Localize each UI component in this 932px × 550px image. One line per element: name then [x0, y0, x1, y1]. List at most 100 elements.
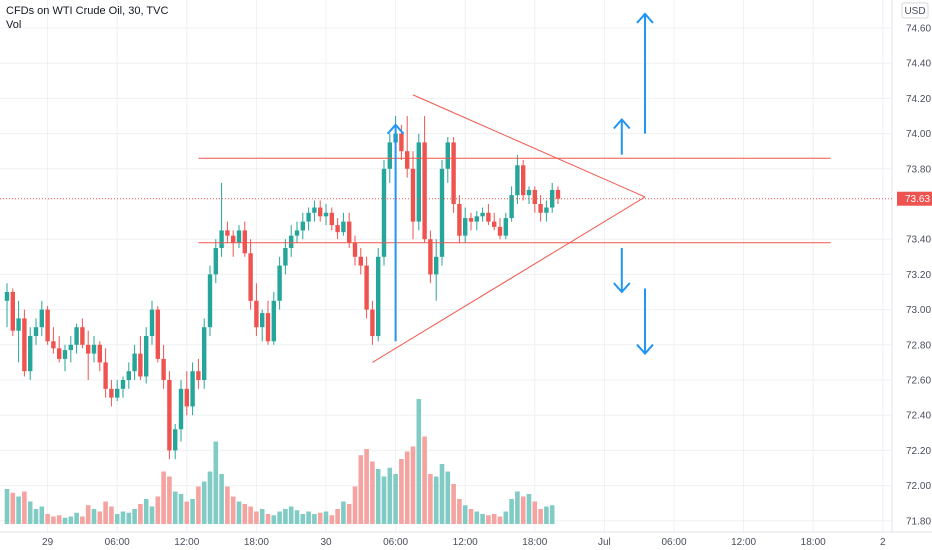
candle [231, 230, 236, 257]
chart-grid [0, 0, 892, 532]
candle [248, 239, 253, 310]
price-tick-label: 71.80 [906, 516, 931, 527]
candle [405, 116, 410, 178]
candle-body [410, 168, 416, 222]
candle [294, 221, 300, 243]
candle-body [381, 168, 387, 257]
candle-body [341, 221, 346, 233]
volume-bar [155, 496, 161, 524]
candle-body [161, 358, 166, 380]
price-tick-label: 74.40 [906, 59, 931, 70]
candle-body [480, 212, 485, 217]
candle-body [323, 212, 329, 217]
candle-body [91, 344, 97, 354]
candle [370, 300, 375, 345]
candle-body [4, 292, 10, 301]
candle [4, 283, 10, 328]
candle [283, 239, 288, 275]
volume-bar [172, 491, 178, 524]
volume-bar [236, 501, 242, 524]
volume-bar [387, 467, 393, 524]
currency-badge[interactable] [901, 2, 929, 19]
candle-body [289, 235, 294, 248]
candle [532, 186, 537, 213]
candle-body [538, 204, 543, 213]
candle [68, 336, 73, 363]
arrow-up-icon[interactable] [386, 123, 405, 342]
candle-body [213, 248, 218, 275]
candle-body [196, 371, 201, 380]
triangle-trendline[interactable] [372, 196, 646, 363]
candle [167, 371, 172, 460]
arrow-up-icon[interactable] [636, 12, 654, 134]
candle [207, 265, 213, 336]
candle-body [439, 168, 445, 257]
candle [138, 336, 143, 380]
volume-bar [219, 474, 224, 524]
candle [126, 362, 131, 389]
volume-bar [352, 486, 358, 524]
candle-body [155, 309, 160, 359]
candle-body [51, 341, 56, 349]
price-tick-label: 72.80 [906, 340, 931, 351]
volume-bar [468, 509, 474, 524]
price-tick-label: 72.60 [906, 376, 931, 387]
candle-body [109, 388, 114, 398]
time-axis[interactable]: 29 06:00 12:00 18:00 30 06:00 12:00 18:00 Jul 06:… [0, 531, 932, 548]
volume-bar [51, 516, 56, 524]
candle [173, 424, 178, 460]
price-axis[interactable]: 74.60 74.40 74.20 74.00 73.80 73.40 73.20 73.00… [0, 0, 932, 532]
candle-body [306, 212, 311, 222]
candle [358, 248, 363, 275]
volume-bar [422, 436, 427, 524]
candle [225, 221, 230, 243]
volume-bar [288, 506, 294, 524]
volume-bar [306, 511, 311, 524]
last-price-marker [897, 191, 932, 206]
candle [352, 235, 358, 266]
candle [97, 341, 102, 372]
candle-body [364, 265, 369, 310]
candle-body [329, 212, 334, 226]
volume-bar [323, 511, 329, 524]
price-tick-label: 74.60 [906, 24, 931, 35]
triangle-trendline[interactable] [412, 94, 646, 198]
price-tick-label: 72.00 [906, 481, 931, 492]
candle-body [312, 207, 317, 213]
volume-bar [526, 494, 532, 524]
candle [457, 195, 462, 243]
candle-body [28, 336, 33, 372]
volume-bar [97, 511, 103, 524]
candle-body [120, 380, 126, 389]
price-tick-label: 73.00 [906, 305, 931, 316]
candle-body [474, 216, 479, 222]
candle-body [294, 230, 300, 236]
candle [184, 371, 189, 416]
volume-bar [242, 504, 248, 524]
candle [109, 380, 114, 407]
candle-body [254, 300, 259, 328]
candle-body [318, 207, 323, 217]
candle-body [45, 309, 50, 342]
volume-bar [341, 501, 346, 524]
volume-bar [549, 505, 555, 524]
candle-body [225, 230, 230, 236]
time-tick-label: 29 [42, 537, 54, 548]
volume-bar [410, 446, 416, 524]
arrow-up-icon[interactable] [613, 118, 631, 155]
arrow-down-icon[interactable] [636, 288, 654, 356]
candle [474, 211, 479, 231]
volume-bar [39, 506, 45, 524]
volume-bar [201, 481, 207, 524]
time-tick-label: Jul [598, 537, 611, 548]
candle [57, 336, 62, 363]
volume-bar [399, 459, 404, 524]
candle-body [248, 253, 253, 301]
volume-bar [248, 506, 253, 524]
volume-bars [4, 399, 555, 524]
candle [416, 133, 421, 231]
arrow-down-icon[interactable] [613, 248, 631, 294]
candle [318, 200, 323, 222]
currency-label: USD [904, 6, 925, 17]
